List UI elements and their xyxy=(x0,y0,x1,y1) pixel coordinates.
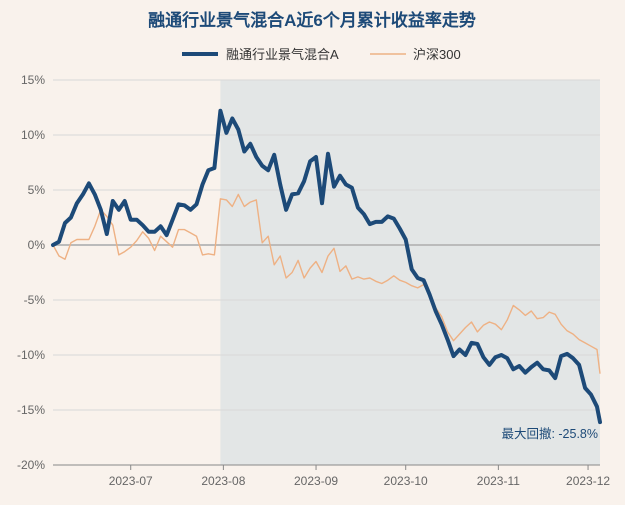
y-tick-label: -5% xyxy=(24,293,46,307)
series-line-index xyxy=(52,193,601,374)
y-tick-label: -10% xyxy=(17,348,45,362)
y-tick-label: -20% xyxy=(17,458,45,472)
max-drawdown-annotation: 最大回撤: -25.8% xyxy=(501,426,598,441)
x-tick-label: 2023-11 xyxy=(477,474,520,488)
legend: 融通行业景气混合A 沪深300 xyxy=(182,47,461,62)
chart-title: 融通行业景气混合A近6个月累计收益率走势 xyxy=(148,10,476,30)
x-tick-label: 2023-07 xyxy=(109,474,153,488)
x-axis: 2023-07 2023-08 2023-09 2023-10 2023-11 2023-… xyxy=(109,465,610,488)
x-tick-label: 2023-09 xyxy=(294,474,338,488)
x-tick-label: 2023-08 xyxy=(201,474,245,488)
legend-label-index: 沪深300 xyxy=(413,47,461,62)
shaded-region xyxy=(220,80,600,465)
x-tick-label: 2023-10 xyxy=(384,474,428,488)
y-tick-label: -15% xyxy=(17,403,45,417)
y-axis: 15% 10% 5% 0% -5% -10% -15% -20% xyxy=(17,73,45,472)
y-tick-label: 5% xyxy=(28,183,46,197)
x-tick-label: 2023-12 xyxy=(566,474,610,488)
legend-label-fund: 融通行业景气混合A xyxy=(226,47,339,62)
y-tick-label: 10% xyxy=(21,128,45,142)
y-tick-label: 15% xyxy=(21,73,45,87)
y-tick-label: 0% xyxy=(28,238,46,252)
series-line-fund xyxy=(51,108,602,425)
